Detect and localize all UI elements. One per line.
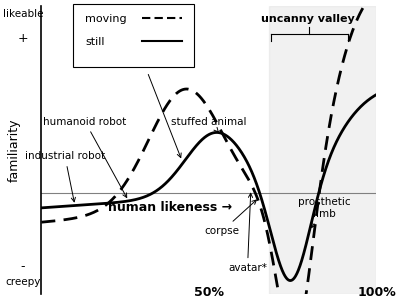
Text: prosthetic
limb: prosthetic limb [298,197,351,228]
Text: moving: moving [85,14,127,24]
Text: creepy: creepy [5,277,41,287]
Text: corpse: corpse [205,200,256,236]
Text: healthy
person: healthy person [0,302,1,303]
Text: likeable: likeable [3,9,43,19]
Text: industrial robot: industrial robot [25,151,105,202]
Text: stuffed animal: stuffed animal [171,117,247,132]
Text: human likeness →: human likeness → [108,201,232,214]
Text: humanoid robot: humanoid robot [43,117,127,198]
FancyBboxPatch shape [73,4,194,67]
Bar [269,6,376,294]
Text: -: - [21,260,25,273]
Text: cartoon human
character: cartoon human character [102,48,182,158]
Text: still: still [85,37,104,47]
Text: familiarity: familiarity [8,118,21,182]
Text: avatar*: avatar* [228,193,267,273]
Text: +: + [18,32,28,45]
Text: uncanny valley: uncanny valley [261,14,355,24]
